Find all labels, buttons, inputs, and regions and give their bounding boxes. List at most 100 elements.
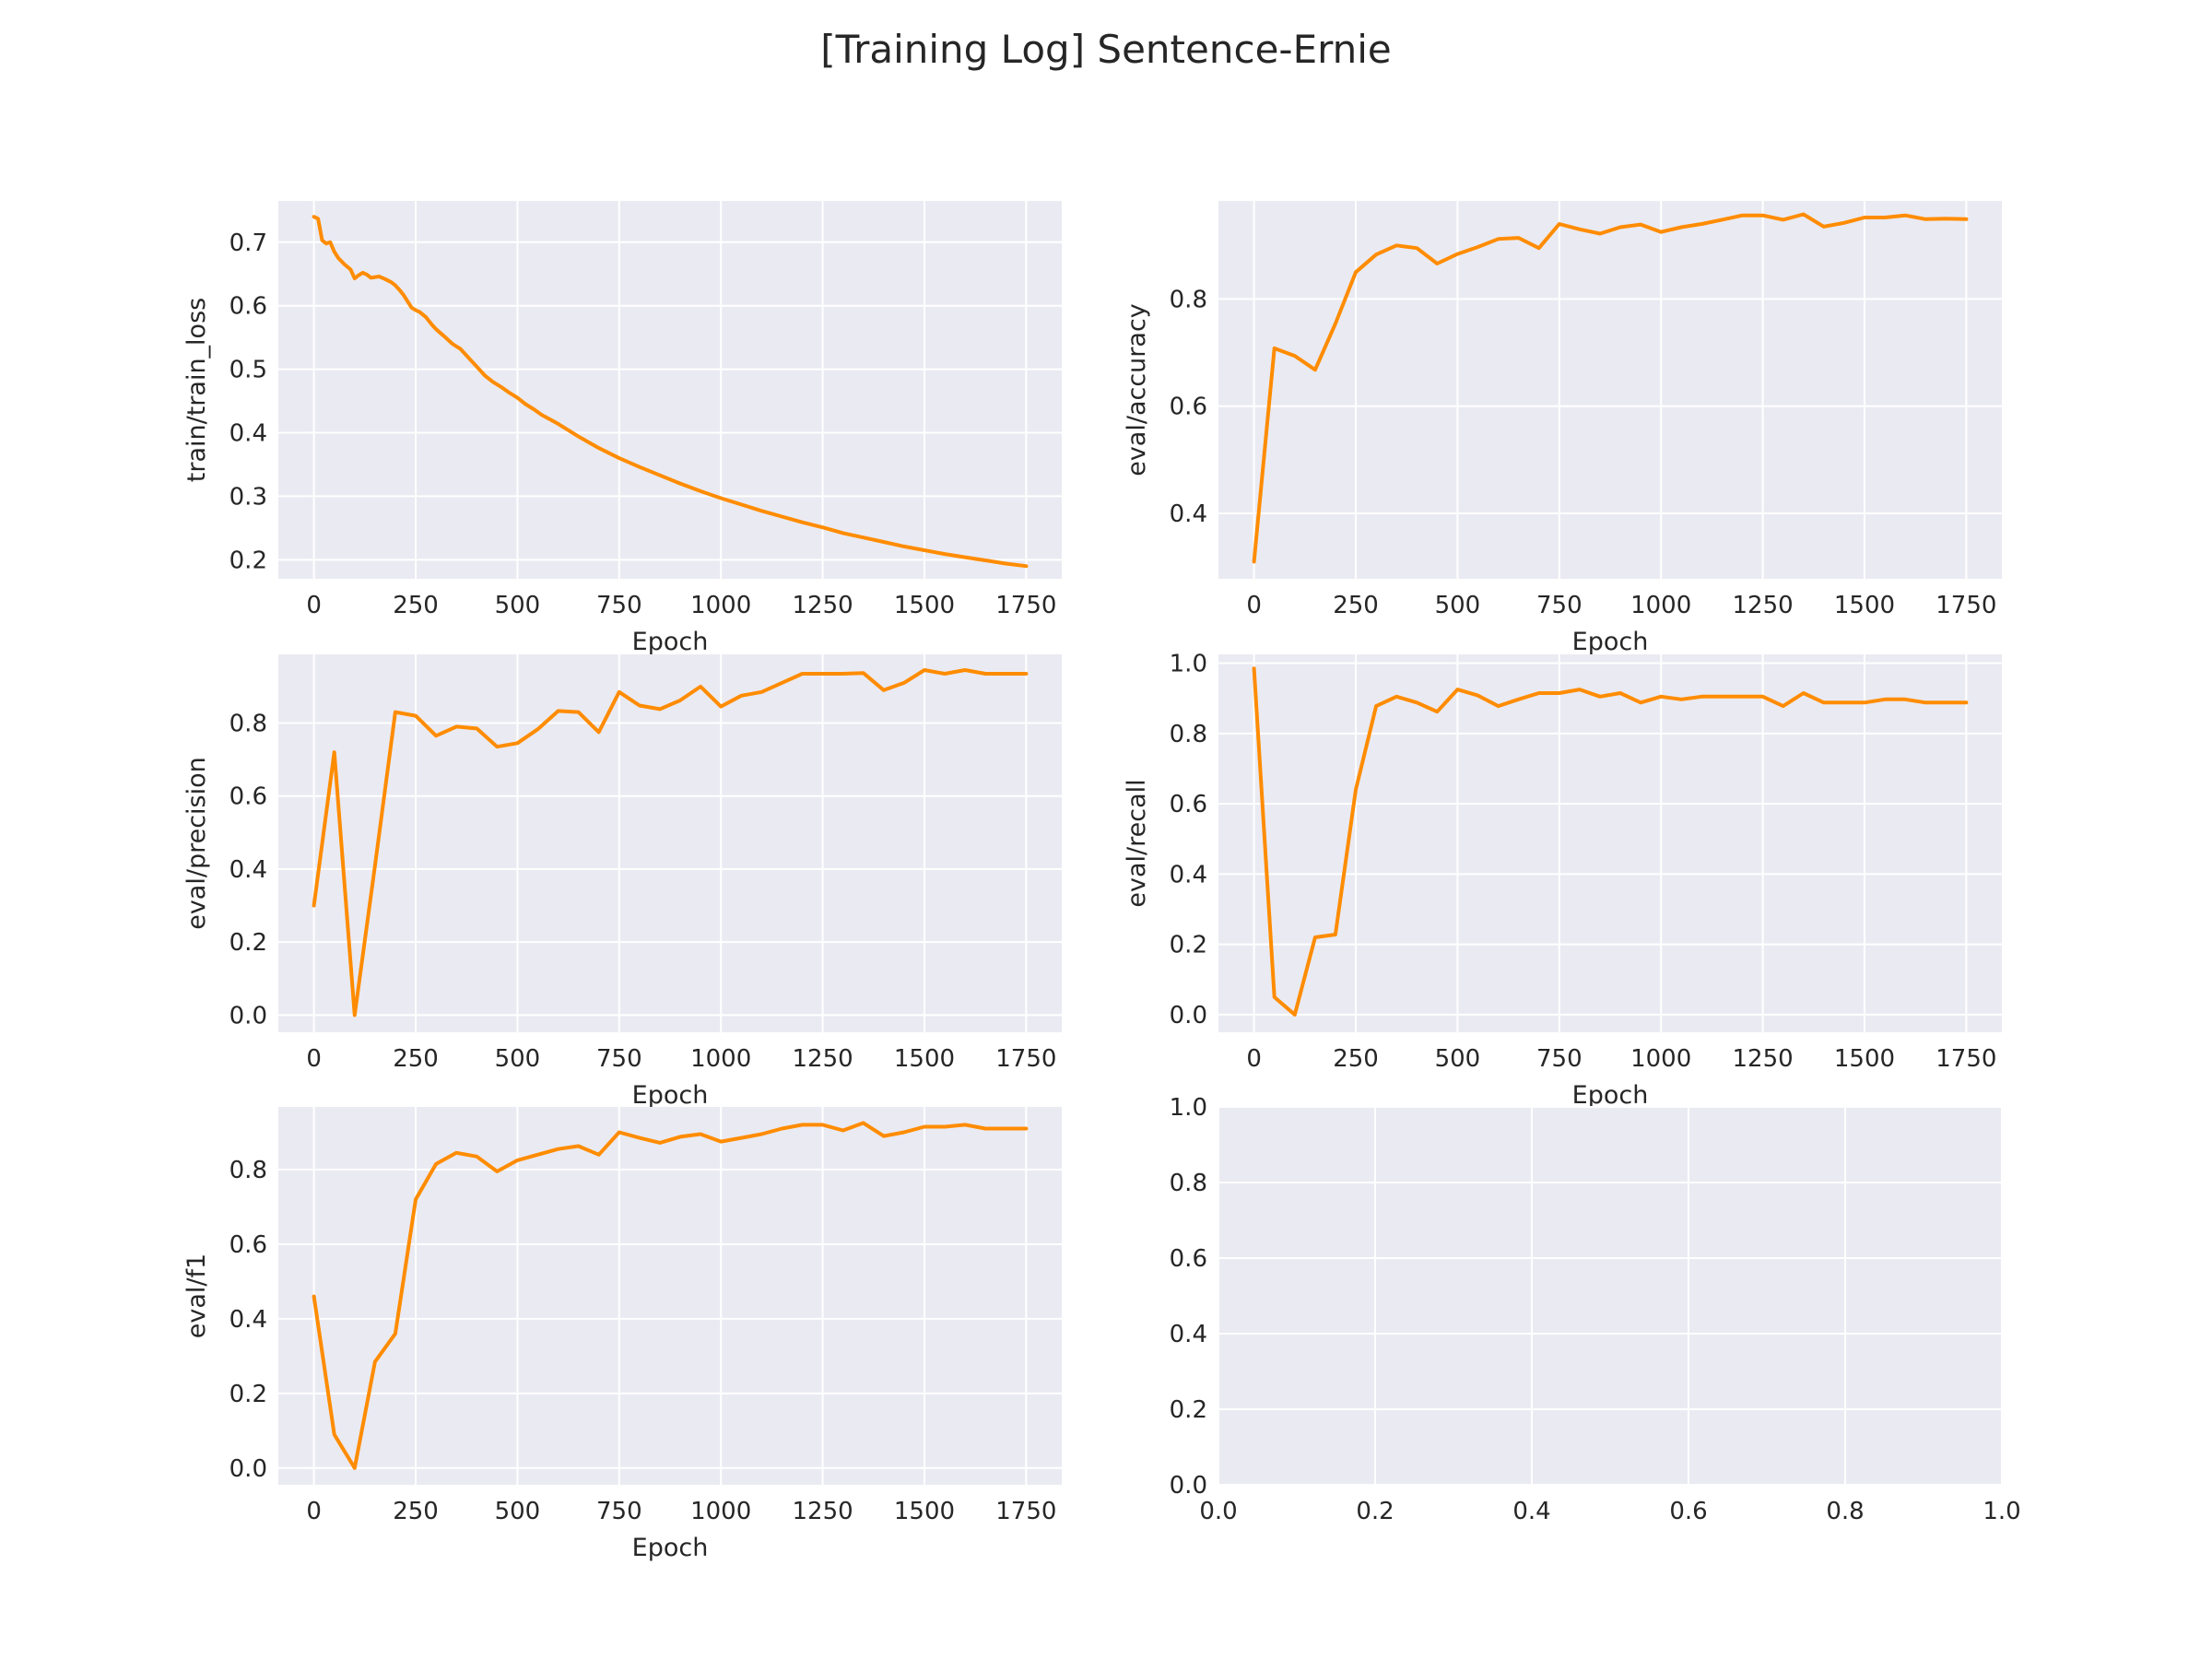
x-tick-label: 1.0: [1983, 1498, 2020, 1525]
x-tick-label: 1750: [995, 1498, 1056, 1525]
x-tick-label: 750: [596, 1498, 642, 1525]
y-tick-label: 0.2: [1170, 1396, 1207, 1424]
x-tick-label: 0: [1246, 1045, 1262, 1073]
y-tick-label: 0.8: [1170, 721, 1207, 748]
x-tick-label: 0.6: [1669, 1498, 1707, 1525]
x-tick-label: 500: [495, 1045, 541, 1073]
y-tick-label: 0.0: [229, 1455, 267, 1483]
plot-area: [278, 654, 1062, 1032]
y-tick-label: 0.0: [1170, 1002, 1207, 1030]
plot-area: [278, 201, 1062, 579]
x-tick-label: 1500: [894, 592, 955, 619]
y-axis-label: train/train_loss: [182, 298, 211, 482]
y-tick-label: 0.6: [1170, 791, 1207, 818]
series-line-eval-f1: [312, 1121, 1029, 1470]
plot-area: [1218, 1107, 2002, 1485]
y-tick-label: 0.3: [229, 483, 267, 511]
x-axis-label: Epoch: [1572, 1081, 1649, 1110]
subplot-eval-precision: 0 250 500 750 1000 1250 1500 1750 0.0 0.2 0.4 0.6 0.…: [182, 654, 1062, 1110]
y-tick-label: 0.2: [229, 547, 267, 574]
x-axis-label: Epoch: [1572, 628, 1649, 656]
x-tick-label: 500: [1435, 592, 1481, 619]
y-tick-label: 0.0: [1170, 1472, 1207, 1500]
x-tick-label: 1250: [792, 1045, 853, 1073]
y-tick-label: 0.2: [229, 1381, 267, 1408]
x-tick-label: 1750: [1936, 592, 1996, 619]
y-tick-label: 1.0: [1170, 651, 1207, 678]
subplot-eval-f1: 0 250 500 750 1000 1250 1500 1750 0.0 0.2 0.4 0.6 0.…: [182, 1107, 1062, 1562]
x-tick-label: 0: [306, 592, 322, 619]
x-tick-label: 750: [1536, 592, 1583, 619]
x-tick-label: 1000: [690, 1045, 751, 1073]
x-tick-label: 1000: [690, 1498, 751, 1525]
figure-title: [Training Log] Sentence-Ernie: [820, 27, 1392, 72]
x-tick-label: 0.0: [1199, 1498, 1237, 1525]
x-tick-label: 750: [596, 1045, 642, 1073]
y-tick-label: 0.6: [229, 1231, 267, 1259]
y-tick-label: 0.4: [1170, 500, 1207, 528]
x-tick-label: 500: [495, 1498, 541, 1525]
plot-area: [1218, 654, 2002, 1032]
y-tick-label: 0.2: [1170, 932, 1207, 959]
x-axis-label: Epoch: [632, 1534, 709, 1562]
x-tick-label: 250: [393, 1498, 439, 1525]
x-tick-label: 1000: [1630, 1045, 1691, 1073]
y-tick-label: 0.0: [229, 1002, 267, 1030]
plot-area: [1218, 201, 2002, 579]
x-tick-label: 0: [1246, 592, 1262, 619]
y-tick-label: 0.6: [229, 293, 267, 321]
y-tick-label: 1.0: [1170, 1094, 1207, 1122]
y-tick-label: 0.8: [1170, 1170, 1207, 1197]
x-tick-label: 1000: [690, 592, 751, 619]
y-tick-label: 0.5: [229, 357, 267, 384]
y-tick-label: 0.8: [229, 710, 267, 737]
x-tick-label: 1500: [1834, 592, 1895, 619]
y-tick-label: 0.4: [1170, 861, 1207, 888]
y-tick-label: 0.8: [229, 1157, 267, 1184]
y-tick-label: 0.6: [1170, 1245, 1207, 1273]
subplot-empty: 0.0 0.2 0.4 0.6 0.8 1.0 0.0 0.2 0.4 0.6 0.8 1.0: [1170, 1094, 2021, 1525]
subplot-eval-accuracy: 0 250 500 750 1000 1250 1500 1750 0.4 0.6 0.8 Epoch…: [1123, 201, 2002, 656]
x-tick-label: 1000: [1630, 592, 1691, 619]
x-tick-label: 0: [306, 1498, 322, 1525]
x-tick-label: 250: [393, 1045, 439, 1073]
y-tick-label: 0.6: [229, 783, 267, 811]
y-tick-label: 0.8: [1170, 286, 1207, 313]
x-tick-label: 1750: [995, 592, 1056, 619]
series-line-eval-precision: [312, 668, 1029, 1018]
x-tick-label: 750: [596, 592, 642, 619]
series-line-eval-recall: [1252, 666, 1969, 1017]
y-tick-label: 0.6: [1170, 394, 1207, 421]
x-tick-label: 250: [393, 592, 439, 619]
x-tick-label: 1250: [1732, 592, 1793, 619]
y-tick-label: 0.4: [229, 420, 267, 448]
y-tick-label: 0.4: [229, 856, 267, 884]
x-tick-label: 1500: [1834, 1045, 1895, 1073]
x-tick-label: 1250: [792, 1498, 853, 1525]
subplot-train-loss: 0 250 500 750 1000 1250 1500 1750 0.2 0.3 0.4 0.5 0.…: [182, 201, 1062, 656]
x-tick-label: 1750: [1936, 1045, 1996, 1073]
x-tick-label: 250: [1333, 592, 1379, 619]
y-axis-label: eval/accuracy: [1123, 303, 1151, 477]
y-axis-label: eval/precision: [182, 757, 211, 930]
x-tick-label: 0: [306, 1045, 322, 1073]
x-tick-label: 0.8: [1826, 1498, 1864, 1525]
x-tick-label: 500: [1435, 1045, 1481, 1073]
x-tick-label: 0.2: [1356, 1498, 1394, 1525]
x-tick-label: 1250: [1732, 1045, 1793, 1073]
y-tick-label: 0.7: [229, 229, 267, 257]
plot-area: [278, 1107, 1062, 1485]
x-axis-label: Epoch: [632, 1081, 709, 1110]
x-tick-label: 1500: [894, 1045, 955, 1073]
x-tick-label: 250: [1333, 1045, 1379, 1073]
x-axis-label: Epoch: [632, 628, 709, 656]
x-tick-label: 500: [495, 592, 541, 619]
y-tick-label: 0.4: [1170, 1321, 1207, 1348]
x-tick-label: 1250: [792, 592, 853, 619]
y-tick-label: 0.4: [229, 1306, 267, 1334]
y-axis-label: eval/recall: [1123, 779, 1151, 907]
y-tick-label: 0.2: [229, 929, 267, 957]
x-tick-label: 0.4: [1512, 1498, 1550, 1525]
subplot-eval-recall: 0 250 500 750 1000 1250 1500 1750 0.0 0.2 0.4 0.6 0.…: [1123, 651, 2002, 1110]
series-line-eval-accuracy: [1252, 212, 1969, 564]
